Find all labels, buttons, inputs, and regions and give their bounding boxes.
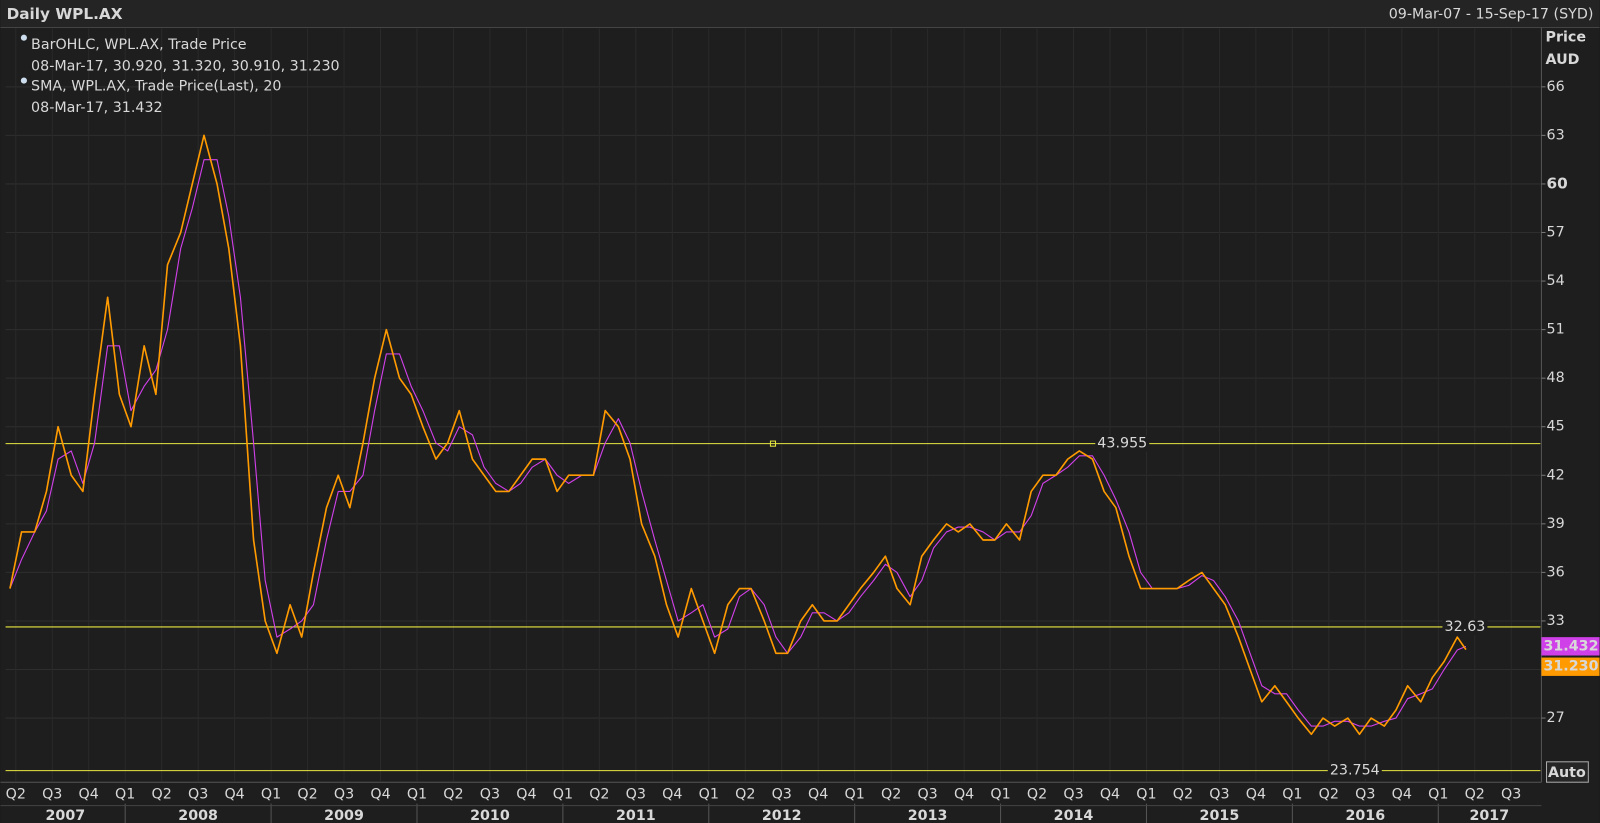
year-label: 2010 xyxy=(470,808,510,823)
year-label: 2009 xyxy=(324,808,364,823)
y-tick-label: 60 xyxy=(1547,174,1568,192)
x-tick-label: Q3 xyxy=(917,786,937,802)
x-tick-label: Q3 xyxy=(1501,786,1521,802)
last-value-label: 31.432 xyxy=(1543,638,1598,654)
x-tick-label: Q3 xyxy=(1063,786,1083,802)
title-bar xyxy=(0,0,1600,28)
x-tick-label: Q4 xyxy=(79,786,99,802)
x-tick-label: Q2 xyxy=(881,786,901,802)
last-value-tag xyxy=(1541,657,1600,676)
x-tick-label: Q1 xyxy=(553,786,573,802)
x-tick-label: Q2 xyxy=(6,786,26,802)
y-tick-label: 27 xyxy=(1547,710,1565,726)
x-tick-label: Q1 xyxy=(407,786,427,802)
x-tick-label: Q3 xyxy=(626,786,646,802)
legend-icon[interactable] xyxy=(20,77,27,84)
x-tick-label: Q3 xyxy=(1209,786,1229,802)
x-tick-label: Q1 xyxy=(115,786,135,802)
y-tick-label: 48 xyxy=(1547,370,1565,386)
x-tick-label: Q1 xyxy=(990,786,1010,802)
last-value-label: 31.230 xyxy=(1543,659,1598,675)
horizontal-line-label: 32.63 xyxy=(1445,619,1486,635)
horizontal-line-label: 23.754 xyxy=(1330,763,1380,779)
x-tick-label: Q4 xyxy=(370,786,390,802)
x-tick-label: Q4 xyxy=(224,786,244,802)
x-tick-label: Q4 xyxy=(662,786,682,802)
x-tick-label: Q2 xyxy=(1465,786,1485,802)
legend-readout: 08-Mar-17, 30.920, 31.320, 30.910, 31.23… xyxy=(31,58,340,74)
x-tick-label: Q3 xyxy=(772,786,792,802)
y-tick-label: 45 xyxy=(1547,419,1565,435)
label-background xyxy=(1442,618,1488,635)
series-line xyxy=(9,134,1467,736)
x-tick-label: Q3 xyxy=(1355,786,1375,802)
y-tick-label: 36 xyxy=(1547,564,1565,580)
x-tick-label: Q3 xyxy=(480,786,500,802)
x-tick-label: Q2 xyxy=(152,786,172,802)
x-tick-label: Q1 xyxy=(699,786,719,802)
y-tick-label: 39 xyxy=(1547,516,1565,532)
year-label: 2015 xyxy=(1200,808,1240,823)
legend-icon[interactable] xyxy=(20,34,27,41)
x-tick-label: Q2 xyxy=(1173,786,1193,802)
x-tick-label: Q2 xyxy=(735,786,755,802)
chart-title: Daily WPL.AX xyxy=(7,5,123,23)
anchor-marker xyxy=(769,440,777,447)
x-tick-label: Q4 xyxy=(954,786,974,802)
x-tick-label: Q3 xyxy=(334,786,354,802)
y-tick-label: 54 xyxy=(1547,273,1565,289)
label-background xyxy=(1095,435,1150,452)
x-tick-label: Q4 xyxy=(516,786,536,802)
y-axis-title: Price xyxy=(1545,30,1586,46)
x-tick-label: Q2 xyxy=(443,786,463,802)
year-label: 2017 xyxy=(1469,808,1509,823)
year-label: 2012 xyxy=(762,808,802,823)
x-tick-label: Q4 xyxy=(808,786,828,802)
x-tick-label: Q2 xyxy=(1319,786,1339,802)
x-tick-label: Q2 xyxy=(1027,786,1047,802)
legend-entry[interactable]: BarOHLC, WPL.AX, Trade Price xyxy=(31,37,247,53)
x-tick-label: Q4 xyxy=(1100,786,1120,802)
y-tick-label: 42 xyxy=(1547,467,1565,483)
horizontal-line-label: 43.955 xyxy=(1097,436,1147,452)
x-tick-label: Q1 xyxy=(1428,786,1448,802)
y-tick-label: 66 xyxy=(1547,79,1565,95)
year-label: 2013 xyxy=(908,808,948,823)
x-tick-label: Q4 xyxy=(1246,786,1266,802)
scale-mode[interactable]: Auto xyxy=(1548,765,1586,781)
year-label: 2016 xyxy=(1345,808,1385,823)
legend-readout: 08-Mar-17, 31.432 xyxy=(31,100,163,116)
scale-mode-box[interactable] xyxy=(1546,761,1589,783)
y-tick-label: 51 xyxy=(1547,322,1565,338)
year-label: 2014 xyxy=(1054,808,1094,823)
x-tick-label: Q1 xyxy=(1136,786,1156,802)
chart-subtitle: 09-Mar-07 - 15-Sep-17 (SYD) xyxy=(1389,6,1594,22)
x-tick-label: Q4 xyxy=(1392,786,1412,802)
y-axis-unit: AUD xyxy=(1545,52,1579,68)
y-tick-label: 57 xyxy=(1547,224,1565,240)
x-tick-label: Q2 xyxy=(589,786,609,802)
series-line xyxy=(9,159,1467,727)
label-background xyxy=(1327,762,1382,779)
y-tick-label: 63 xyxy=(1547,127,1565,143)
last-value-tag xyxy=(1541,637,1600,656)
x-tick-label: Q3 xyxy=(42,786,62,802)
y-tick-label: 33 xyxy=(1547,613,1565,629)
x-tick-label: Q3 xyxy=(188,786,208,802)
year-label: 2011 xyxy=(616,808,656,823)
x-tick-label: Q1 xyxy=(1282,786,1302,802)
year-label: 2008 xyxy=(178,808,218,823)
x-tick-label: Q2 xyxy=(297,786,317,802)
year-label: 2007 xyxy=(46,808,86,823)
x-tick-label: Q1 xyxy=(845,786,865,802)
x-tick-label: Q1 xyxy=(261,786,281,802)
legend-entry[interactable]: SMA, WPL.AX, Trade Price(Last), 20 xyxy=(31,79,281,95)
plot-area xyxy=(5,28,1541,782)
